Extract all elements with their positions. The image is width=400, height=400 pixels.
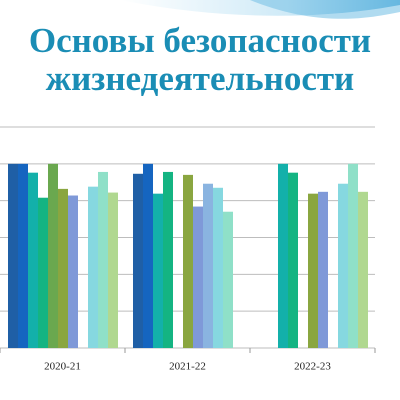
bar [193,206,203,348]
bar [8,163,18,348]
bar [223,211,233,348]
bar [108,192,118,348]
bar [338,183,348,348]
bar [48,163,58,348]
bar [278,163,288,348]
bar [358,191,368,348]
bar [213,187,223,348]
plot: 2020-21 2021-22 2022-23 [0,126,376,373]
bar [143,163,153,348]
bar [348,163,358,348]
bar [203,183,213,348]
bar [183,174,193,348]
bar [308,193,318,348]
bar [38,197,48,348]
slide-title: Основы безопасности жизнедеятельности [29,21,371,98]
bar [28,172,38,348]
x-tick-label: 2021-22 [169,361,206,373]
bar [133,173,143,348]
x-tick-label: 2022-23 [294,361,331,373]
bar [18,163,28,348]
bar [318,191,328,348]
header-wave [250,0,400,19]
bar [288,172,298,348]
bar [58,188,68,348]
bar [98,171,108,348]
bar [88,186,98,348]
bar [68,195,78,348]
bar [153,193,163,348]
x-tick-label: 2020-21 [44,361,81,373]
bar [163,171,173,348]
